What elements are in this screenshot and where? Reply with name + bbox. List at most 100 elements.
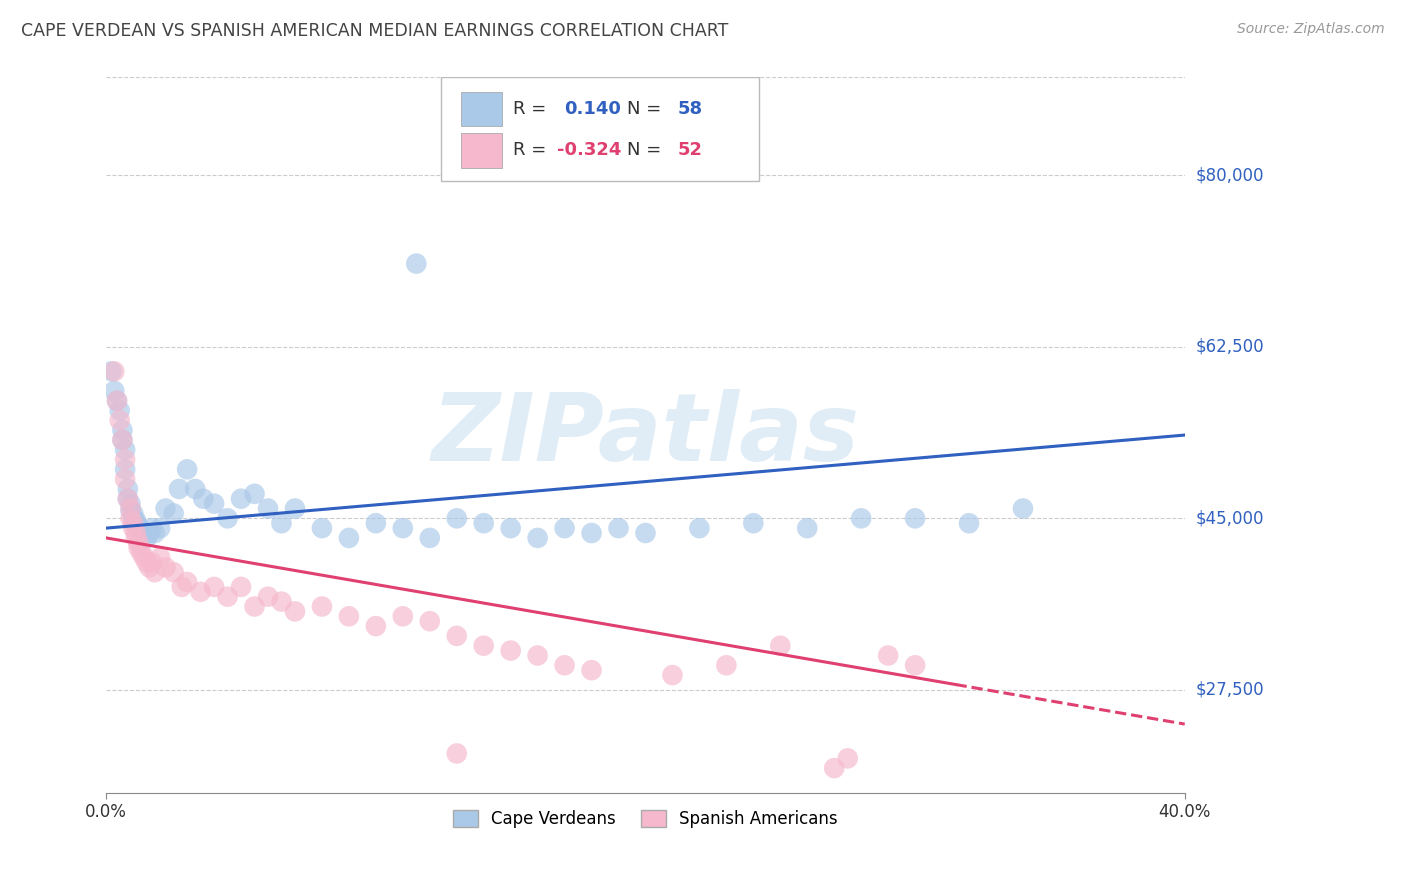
Point [851,511,873,525]
Point [554,521,576,535]
Text: 0.140: 0.140 [565,100,621,118]
Point [184,482,207,496]
Point [117,482,139,496]
FancyBboxPatch shape [440,78,759,181]
Point [405,257,427,271]
Point [284,604,307,618]
Text: $27,500: $27,500 [1197,681,1264,698]
Point [904,511,927,525]
Text: $62,500: $62,500 [1197,338,1264,356]
Point [877,648,900,663]
Point [176,462,198,476]
Point [796,521,818,535]
Point [257,501,280,516]
Point [143,565,166,579]
Text: $80,000: $80,000 [1197,167,1264,185]
Point [217,511,239,525]
Point [311,599,333,614]
Point [446,511,468,525]
Point [688,521,710,535]
Point [141,556,163,570]
Point [499,521,522,535]
Point [526,531,548,545]
Point [176,574,198,589]
Point [122,516,145,531]
Point [128,541,150,555]
Point [163,507,186,521]
Point [337,609,360,624]
Point [270,516,292,531]
Point [120,503,142,517]
Point [135,531,157,545]
Point [217,590,239,604]
Point [229,580,252,594]
Text: Source: ZipAtlas.com: Source: ZipAtlas.com [1237,22,1385,37]
Point [193,491,215,506]
Text: R =: R = [513,100,551,118]
Point [100,364,122,378]
Point [1012,501,1035,516]
Point [103,364,125,378]
Text: CAPE VERDEAN VS SPANISH AMERICAN MEDIAN EARNINGS CORRELATION CHART: CAPE VERDEAN VS SPANISH AMERICAN MEDIAN … [21,22,728,40]
Point [202,580,225,594]
Text: R =: R = [513,142,551,160]
Text: 52: 52 [678,142,703,160]
Point [111,423,134,437]
Point [581,526,603,541]
Point [607,521,630,535]
Point [311,521,333,535]
Point [243,599,266,614]
Point [114,472,136,486]
Point [138,560,160,574]
Point [190,584,212,599]
Point [446,747,468,761]
Point [129,546,152,560]
Point [108,403,131,417]
Point [526,648,548,663]
Point [337,531,360,545]
Text: -0.324: -0.324 [557,142,621,160]
Point [742,516,765,531]
Point [155,560,177,574]
Point [120,501,142,516]
Point [823,761,845,775]
Point [125,516,148,531]
Point [284,501,307,516]
Point [108,413,131,427]
Text: $45,000: $45,000 [1197,509,1264,527]
Point [117,491,139,506]
Point [143,526,166,541]
Point [105,393,128,408]
Point [419,614,441,628]
Point [392,521,415,535]
Point [141,521,163,535]
Bar [461,133,502,168]
Point [111,433,134,447]
Point [138,526,160,541]
Point [904,658,927,673]
Point [419,531,441,545]
Point [229,491,252,506]
Point [202,497,225,511]
Point [837,751,859,765]
Point [117,491,139,506]
Text: ZIPatlas: ZIPatlas [432,389,859,481]
Point [149,521,172,535]
Point [716,658,738,673]
Point [634,526,657,541]
Point [114,462,136,476]
Point [364,516,387,531]
Point [472,516,495,531]
Point [472,639,495,653]
Point [446,629,468,643]
Point [243,487,266,501]
Point [132,550,155,565]
Point [120,511,142,525]
Point [661,668,683,682]
Point [155,501,177,516]
Point [135,556,157,570]
Point [170,580,193,594]
Point [132,526,155,541]
Point [129,523,152,537]
Point [128,536,150,550]
